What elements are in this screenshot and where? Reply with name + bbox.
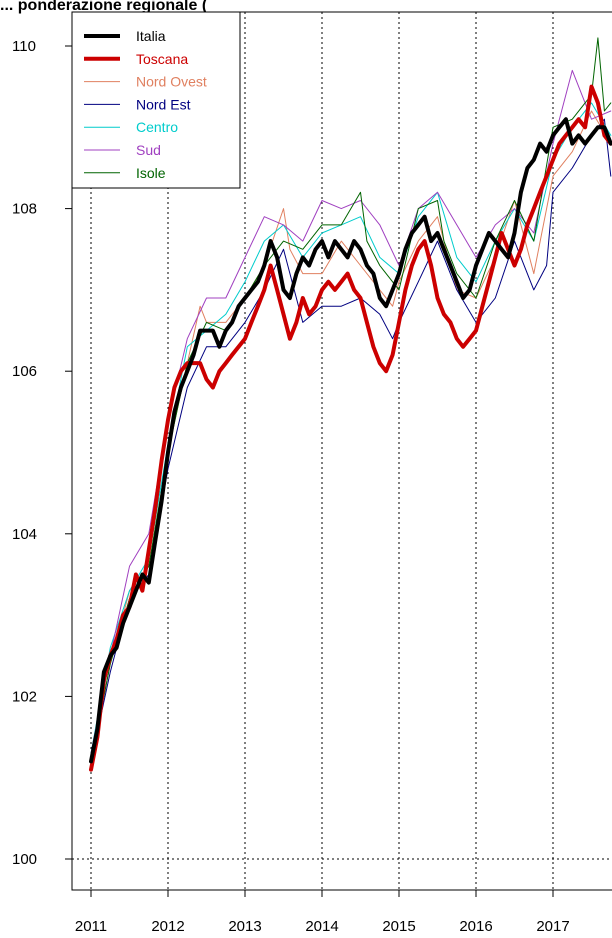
series-line-italia xyxy=(89,117,612,764)
legend-label: Sud xyxy=(136,142,161,158)
x-tick-label: 2016 xyxy=(459,918,492,935)
y-tick-label: 100 xyxy=(12,851,37,868)
y-tick-label: 104 xyxy=(12,526,37,543)
x-tick-label: 2013 xyxy=(228,918,261,935)
legend: Italia Toscana Nord Ovest Nord Est Centro Sud… xyxy=(71,11,241,189)
x-tick-label: 2017 xyxy=(536,918,569,935)
x-tick-label: 2014 xyxy=(305,918,338,935)
series-lines xyxy=(89,37,612,772)
legend-box xyxy=(71,11,241,189)
x-axis: 2011 2012 2013 2014 2015 2016 2017 xyxy=(75,890,570,935)
legend-label: Nord Est xyxy=(136,96,191,112)
y-tick-label: 102 xyxy=(12,688,37,705)
plot-frame xyxy=(71,11,612,891)
y-tick-label: 106 xyxy=(12,363,37,380)
y-tick-label: 108 xyxy=(12,201,37,218)
y-axis: 100 102 104 106 108 110 xyxy=(12,38,72,868)
legend-label: Nord Ovest xyxy=(136,74,207,90)
x-tick-label: 2012 xyxy=(151,918,184,935)
y-tick-label: 110 xyxy=(12,38,36,55)
legend-label: Isole xyxy=(136,165,166,181)
chart-title: ... ponderazione regionale ( xyxy=(0,0,208,14)
series-line-nord-est xyxy=(90,118,612,762)
legend-label: Italia xyxy=(136,28,166,44)
legend-label: Toscana xyxy=(136,51,188,67)
legend-label: Centro xyxy=(136,119,178,135)
x-tick-label: 2015 xyxy=(382,918,415,935)
series-line-toscana xyxy=(89,84,612,772)
series-line-centro xyxy=(90,102,612,754)
x-tick-label: 2011 xyxy=(75,918,107,935)
grid xyxy=(72,12,612,890)
